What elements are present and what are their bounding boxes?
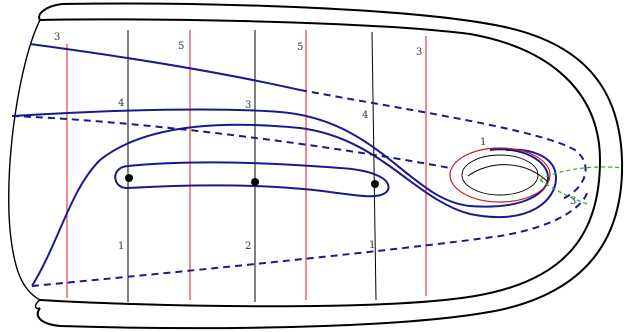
label-top-5b: 5 xyxy=(297,42,303,53)
label-top-3: 3 xyxy=(54,32,60,43)
ring-feature xyxy=(449,147,623,206)
green-dashed-arc-2 xyxy=(539,179,591,206)
inner-boundary xyxy=(39,18,602,308)
top-lip xyxy=(38,3,63,21)
point-middle xyxy=(251,178,259,186)
top-diagonal xyxy=(29,43,301,91)
label-ring-1: 1 xyxy=(480,137,486,148)
ring-arc xyxy=(467,164,549,183)
labels: 3 5 5 3 4 3 4 1 2 1 1 3 xyxy=(54,32,576,252)
bottom-lip xyxy=(34,299,41,310)
label-bottom-2: 2 xyxy=(245,241,251,252)
ring-outer xyxy=(449,147,551,203)
point-right xyxy=(371,180,379,188)
marked-points xyxy=(125,174,379,188)
outer-boundary xyxy=(36,2,624,330)
label-mid-3: 3 xyxy=(245,100,251,111)
dashed-curve-bottom xyxy=(31,189,589,287)
dashed-curve-top xyxy=(299,89,587,201)
ring-inner xyxy=(461,154,539,196)
label-mid-4b: 4 xyxy=(362,110,368,121)
left-boundary xyxy=(8,19,41,301)
point-left xyxy=(125,174,133,182)
green-dashed-arc xyxy=(539,166,623,181)
label-top-5a: 5 xyxy=(178,41,184,52)
vertical-lines xyxy=(66,30,427,302)
label-bottom-1b: 1 xyxy=(369,240,375,251)
black-line-3 xyxy=(371,31,377,301)
label-mid-4a: 4 xyxy=(118,98,124,109)
central-loop xyxy=(114,161,390,198)
solid-curves xyxy=(11,43,558,287)
label-right-3: 3 xyxy=(570,196,576,207)
label-bottom-1a: 1 xyxy=(118,241,124,252)
lower-figure-eight xyxy=(31,123,558,287)
surface-outline xyxy=(8,2,624,330)
label-top-3b: 3 xyxy=(416,47,422,58)
upper-figure-eight xyxy=(11,108,550,208)
